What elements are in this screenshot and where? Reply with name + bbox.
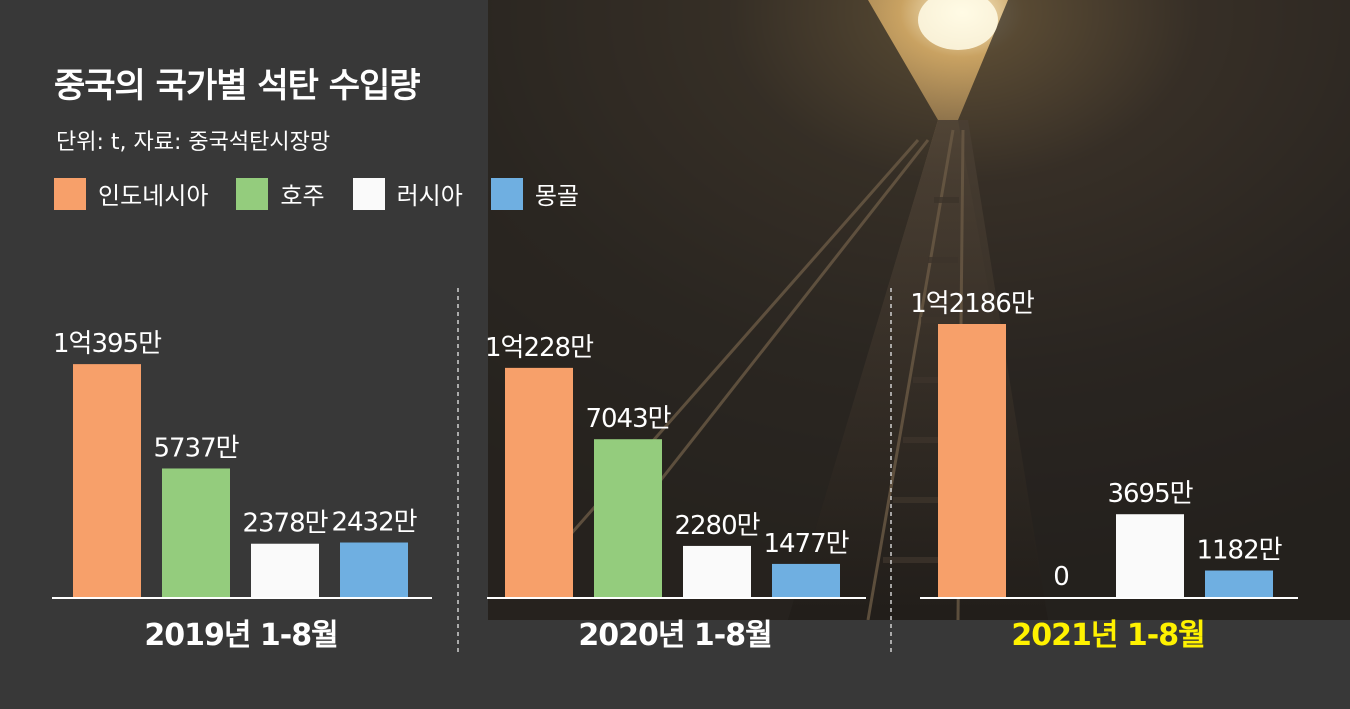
bar-2-mongolia [772,563,840,597]
value-label-1-indonesia: 1억395만 [53,329,161,359]
bar-3-mongolia [1205,570,1273,597]
legend-label-australia: 호주 [280,182,325,210]
legend-label-mongolia: 몽골 [534,182,579,210]
value-label-1-russia: 2378만 [242,509,327,539]
period-label-1: 2019년 1-8월 [144,618,337,653]
legend-item-mongolia: 몽골 [490,176,579,211]
legend-swatch-russia [352,177,385,210]
legend-item-russia: 러시아 [352,176,463,211]
legend-item-australia: 호주 [236,176,325,211]
bar-1-indonesia [73,364,141,597]
bar-2-australia [594,439,662,597]
bar-1-russia [251,543,319,597]
value-label-2-russia: 2280만 [674,511,759,541]
value-label-3-indonesia: 1억2186만 [910,289,1034,319]
legend-label-russia: 러시아 [396,182,463,210]
value-label-3-australia: 0 [1053,562,1069,592]
value-label-3-mongolia: 1182만 [1196,536,1281,566]
bar-3-indonesia [938,324,1006,597]
period-label-2: 2020년 1-8월 [578,618,771,653]
legend-swatch-australia [236,177,269,210]
bar-1-australia [162,468,230,597]
legend-swatch-mongolia [490,177,523,210]
bar-1-mongolia [340,542,408,597]
legend-label-indonesia: 인도네시아 [98,182,209,210]
bar-3-russia [1116,514,1184,597]
legend-swatch-indonesia [54,177,86,210]
value-label-2-indonesia: 1억228만 [485,333,593,363]
value-label-1-australia: 5737만 [153,433,238,463]
chart-subtitle: 단위: t, 자료: 중국석탄시장망 [56,130,331,155]
value-label-1-mongolia: 2432만 [331,508,416,538]
bar-2-russia [683,545,751,597]
value-label-3-russia: 3695만 [1107,479,1192,509]
legend-item-indonesia: 인도네시아 [54,176,208,211]
bar-2-indonesia [505,367,573,597]
legend: 인도네시아 호주 러시아 몽골 [54,176,607,211]
chart-title: 중국의 국가별 석탄 수입량 [54,66,421,106]
period-label-3: 2021년 1-8월 [1011,618,1204,653]
value-label-2-australia: 7043만 [585,404,670,434]
value-label-2-mongolia: 1477만 [763,529,848,559]
